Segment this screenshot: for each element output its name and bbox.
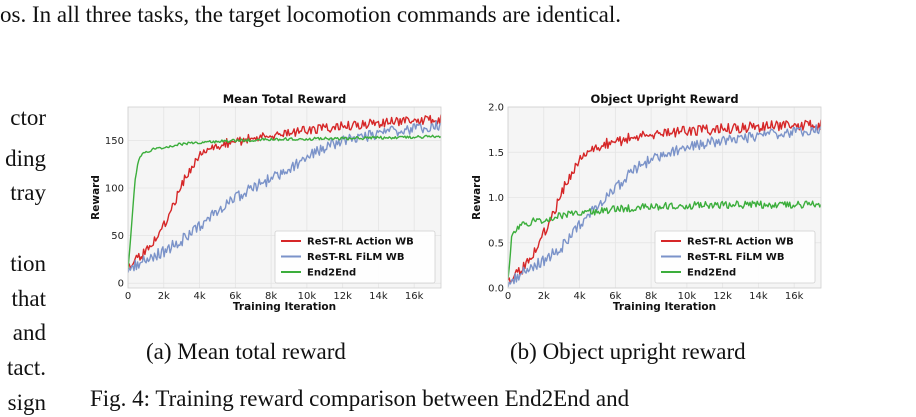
chart-b-legend-entry-1: ReST-RL Action WB xyxy=(687,237,794,248)
left-fragment-6: and xyxy=(12,320,46,345)
chart-b-x-axis-label: Training Iteration xyxy=(613,301,716,313)
chart-a-legend-entry-1: ReST-RL Action WB xyxy=(307,237,414,248)
chart-a-series-line-1 xyxy=(128,114,441,269)
figure-caption: Fig. 4: Training reward comparison betwe… xyxy=(90,386,630,411)
chart-a-y-tick-label: 100 xyxy=(105,183,124,194)
chart-b-x-tick-label: 12k xyxy=(713,291,732,302)
caption-a: (a) Mean total reward xyxy=(146,339,346,364)
chart-a-x-tick-label: 12k xyxy=(333,291,352,302)
chart-b-x-tick-label: 8k xyxy=(645,291,657,302)
chart-b-y-axis-label: Reward xyxy=(471,175,483,220)
chart-a-x-tick-label: 8k xyxy=(265,291,277,302)
chart-b-x-tick-label: 6k xyxy=(609,291,621,302)
left-fragment-0: ctor xyxy=(10,105,46,130)
chart-b-x-tick-label: 4k xyxy=(573,291,585,302)
left-fragment-7: tact. xyxy=(7,355,46,380)
chart-b-x-tick-label: 14k xyxy=(749,291,768,302)
chart-b-x-tick-label: 10k xyxy=(678,291,697,302)
chart-b-series-line-1 xyxy=(508,119,821,284)
mean-total-reward-chart: 0 2k 4k 6k 8k 10k 12k 14k 16k 0 50 100 150 Mean Total… xyxy=(90,92,442,313)
chart-b-series-line-2 xyxy=(508,124,821,288)
chart-b-series-line-3 xyxy=(508,200,821,279)
body-text-top-line: os. In all three tasks, the target locom… xyxy=(0,2,622,27)
chart-b-y-tick-label: 0.0 xyxy=(488,284,504,295)
chart-a-legend xyxy=(274,230,436,284)
chart-a-x-tick-label: 10k xyxy=(298,291,317,302)
chart-a-series-line-3 xyxy=(128,134,441,269)
left-fragment-8: sign xyxy=(7,390,46,415)
chart-a-x-tick-label: 14k xyxy=(369,291,388,302)
left-fragment-4: tion xyxy=(10,251,46,276)
chart-a-x-tick-label: 2k xyxy=(158,291,170,302)
chart-a-chart-title: Mean Total Reward xyxy=(223,92,347,106)
chart-a-x-tick-label: 0 xyxy=(125,291,131,302)
chart-b-x-tick-label: 0 xyxy=(505,291,511,302)
chart-b-y-tick-label: 1.0 xyxy=(488,193,504,204)
chart-a-x-tick-label: 16k xyxy=(405,291,424,302)
chart-a-x-axis-label: Training Iteration xyxy=(233,301,336,313)
chart-a-y-tick-label: 150 xyxy=(105,136,124,147)
left-fragment-2: tray xyxy=(10,180,46,205)
chart-a-x-tick-label: 6k xyxy=(229,291,241,302)
chart-a-legend-entry-2: ReST-RL FiLM WB xyxy=(307,252,404,263)
chart-a-series-line-2 xyxy=(128,120,441,273)
left-fragment-1: ding xyxy=(5,146,46,171)
chart-b-y-tick-label: 0.5 xyxy=(488,238,504,249)
chart-a-y-tick-label: 0 xyxy=(118,279,124,290)
object-upright-reward-chart: 0 2k 4k 6k 8k 10k 12k 14k 16k 0.0 0.5 1.0 1.5 2.0 Obje… xyxy=(471,92,822,313)
chart-a-legend-entry-3: End2End xyxy=(307,268,356,279)
chart-b-legend-entry-2: ReST-RL FiLM WB xyxy=(687,252,784,263)
chart-b-y-tick-label: 2.0 xyxy=(488,103,504,114)
chart-b-legend-entry-3: End2End xyxy=(687,268,736,279)
chart-b-x-tick-label: 16k xyxy=(785,291,804,302)
chart-b-frame xyxy=(507,106,822,289)
chart-a-y-axis-label: Reward xyxy=(90,175,102,220)
chart-b-legend xyxy=(654,230,816,284)
chart-a-x-tick-label: 4k xyxy=(193,291,205,302)
chart-a-frame xyxy=(127,106,442,289)
left-fragment-5: that xyxy=(11,286,47,311)
chart-b-chart-title: Object Upright Reward xyxy=(590,92,738,106)
chart-a-y-tick-label: 50 xyxy=(111,231,124,242)
chart-b-x-tick-label: 2k xyxy=(538,291,550,302)
caption-b: (b) Object upright reward xyxy=(510,339,746,364)
chart-b-y-tick-label: 1.5 xyxy=(488,148,504,159)
